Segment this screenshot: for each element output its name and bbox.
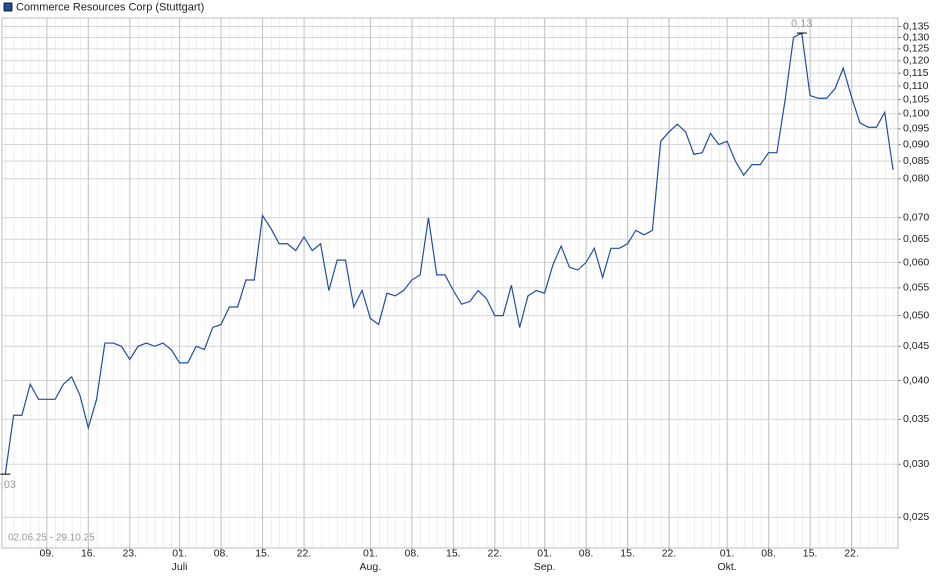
x-tick-label: 01.	[537, 547, 552, 559]
x-tick-label: 16.	[81, 547, 96, 559]
x-tick-label: 08.	[405, 547, 420, 559]
legend-swatch	[3, 2, 13, 12]
month-label: Juli	[172, 561, 188, 573]
y-tick-label: 0,055	[903, 282, 929, 294]
x-tick-label: 08.	[579, 547, 594, 559]
legend-label: Commerce Resources Corp (Stuttgart)	[16, 1, 204, 13]
x-tick-label: 22.	[487, 547, 502, 559]
y-tick-label: 0,105	[903, 93, 929, 105]
y-tick-label: 0,100	[903, 108, 929, 120]
date-range: 02.06.25 - 29.10.25	[8, 533, 95, 544]
y-tick-label: 0,085	[903, 155, 929, 167]
y-tick-label: 0,035	[903, 413, 929, 425]
x-tick-label: 08.	[761, 547, 776, 559]
x-tick-label: 08.	[214, 547, 229, 559]
x-tick-label: 23.	[122, 547, 137, 559]
month-label: Aug.	[360, 561, 382, 573]
y-tick-label: 0,120	[903, 55, 929, 67]
y-tick-label: 0,030	[903, 458, 929, 470]
month-label: Sep.	[534, 561, 556, 573]
x-tick-label: 15.	[620, 547, 635, 559]
x-tick-label: 15.	[803, 547, 818, 559]
plot-frame	[1, 17, 899, 549]
y-tick-label: 0,135	[903, 20, 929, 32]
x-tick-label: 01.	[172, 547, 187, 559]
y-tick-label: 0,095	[903, 123, 929, 135]
y-tick-label: 0,125	[903, 43, 929, 55]
x-tick-label: 22.	[662, 547, 677, 559]
extreme-label: 0,13	[791, 18, 812, 30]
x-tick-label: 22.	[297, 547, 312, 559]
y-tick-label: 0,040	[903, 374, 929, 386]
y-tick-label: 0,050	[903, 309, 929, 321]
y-tick-label: 0,025	[903, 511, 929, 523]
x-tick-label: 01.	[720, 547, 735, 559]
y-tick-label: 0,045	[903, 340, 929, 352]
x-tick-label: 15.	[255, 547, 270, 559]
y-tick-label: 0,080	[903, 173, 929, 185]
x-tick-label: 15.	[446, 547, 461, 559]
y-tick-label: 0,090	[903, 138, 929, 150]
y-tick-label: 0,060	[903, 256, 929, 268]
x-tick-label: 22.	[844, 547, 859, 559]
price-line	[4, 32, 894, 475]
y-tick-label: 0,130	[903, 31, 929, 43]
y-tick-label: 0,070	[903, 211, 929, 223]
x-tick-label: 01.	[363, 547, 378, 559]
y-tick-label: 0,110	[903, 80, 929, 92]
month-label: Okt.	[717, 561, 736, 573]
extreme-label: 0,03	[0, 479, 16, 491]
y-tick-label: 0,065	[903, 233, 929, 245]
x-tick-label: 09.	[39, 547, 54, 559]
y-tick-label: 0,115	[903, 67, 929, 79]
